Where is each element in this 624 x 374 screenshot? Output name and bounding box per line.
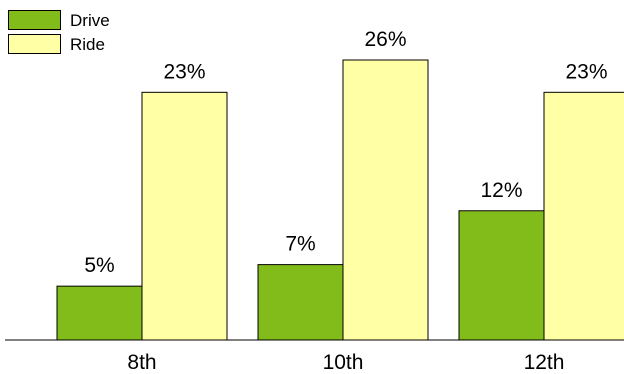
- x-tick-label-8th: 8th: [127, 351, 156, 374]
- x-tick-label-10th: 10th: [323, 351, 364, 374]
- bar-drive-8th: [56, 285, 143, 341]
- legend-label-drive: Drive: [70, 10, 110, 30]
- legend-label-ride: Ride: [70, 34, 105, 54]
- bar-value-label-ride-10th: 26%: [364, 28, 406, 51]
- bar-value-label-drive-12th: 12%: [480, 179, 522, 202]
- legend-item-drive: Drive: [8, 8, 110, 32]
- bar-value-label-drive-8th: 5%: [84, 254, 114, 277]
- legend-item-ride: Ride: [8, 32, 110, 56]
- bar-ride-12th: [543, 91, 624, 341]
- legend: Drive Ride: [8, 8, 110, 56]
- x-tick-label-12th: 12th: [524, 351, 565, 374]
- bar-value-label-drive-10th: 7%: [285, 233, 315, 256]
- bar-drive-12th: [458, 210, 545, 341]
- legend-swatch-ride: [8, 34, 61, 54]
- bar-value-label-ride-8th: 23%: [163, 60, 205, 83]
- legend-swatch-drive: [8, 10, 61, 30]
- bar-ride-10th: [342, 59, 429, 341]
- bar-value-label-ride-12th: 23%: [565, 60, 607, 83]
- bar-drive-10th: [257, 264, 344, 341]
- bar-ride-8th: [141, 91, 228, 341]
